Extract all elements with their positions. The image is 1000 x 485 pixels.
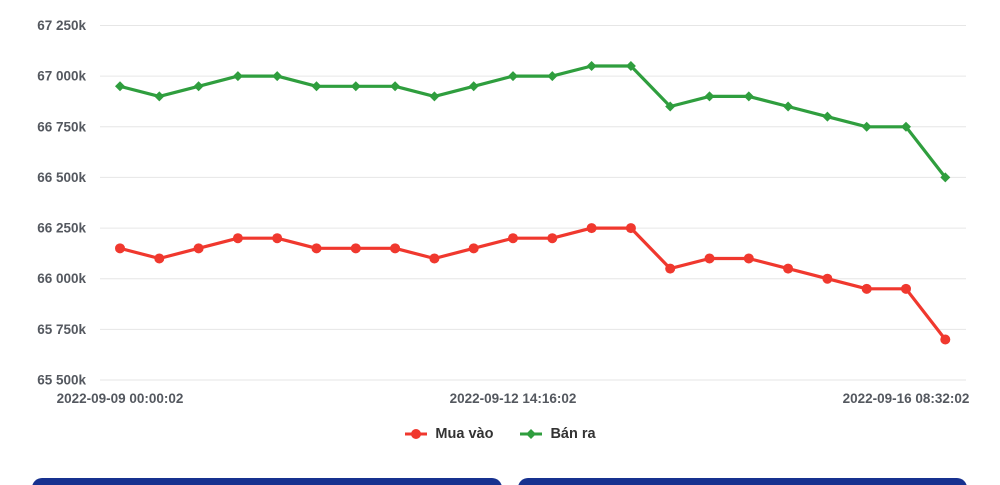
price-line-chart: 67 250k 67 000k 66 750k 66 500k 66 250k 66 00…: [37, 18, 970, 406]
data-point-diamond[interactable]: [901, 121, 911, 132]
x-tick-label: 2022-09-16 08:32:02: [843, 391, 970, 406]
data-point-circle[interactable]: [625, 223, 636, 234]
y-tick-label: 66 750k: [37, 119, 86, 134]
data-point-circle[interactable]: [665, 263, 676, 274]
data-point-circle[interactable]: [586, 223, 597, 234]
data-point-circle[interactable]: [115, 243, 125, 254]
data-point-diamond[interactable]: [272, 71, 283, 82]
data-point-diamond[interactable]: [743, 91, 754, 102]
data-point-circle[interactable]: [272, 233, 283, 244]
legend-item-ban-ra[interactable]: Bán ra: [519, 426, 596, 442]
data-point-diamond[interactable]: [704, 91, 715, 102]
data-point-diamond[interactable]: [547, 71, 558, 82]
data-point-diamond[interactable]: [115, 81, 125, 92]
data-point-circle[interactable]: [468, 243, 479, 254]
data-point-circle[interactable]: [311, 243, 322, 254]
data-point-circle[interactable]: [429, 253, 440, 264]
data-point-circle[interactable]: [861, 283, 872, 294]
data-point-diamond[interactable]: [822, 111, 833, 122]
legend-label-buy: Mua vào: [435, 426, 494, 442]
data-point-diamond[interactable]: [665, 101, 676, 112]
buy-series-marker-icon: [405, 429, 428, 439]
data-point-circle[interactable]: [704, 253, 715, 264]
data-point-circle[interactable]: [154, 253, 165, 264]
data-point-diamond[interactable]: [508, 71, 518, 82]
data-point-diamond[interactable]: [625, 61, 636, 72]
y-tick-label: 67 000k: [37, 69, 86, 84]
data-point-circle[interactable]: [193, 243, 204, 254]
data-point-diamond[interactable]: [783, 101, 794, 112]
data-point-diamond[interactable]: [586, 61, 597, 72]
chart-legend: Mua vào Bán ra: [0, 426, 1000, 442]
data-point-diamond[interactable]: [468, 81, 479, 92]
y-tick-label: 67 250k: [37, 18, 86, 33]
data-point-circle[interactable]: [822, 273, 833, 284]
data-point-diamond[interactable]: [861, 121, 872, 132]
legend-label-sell: Bán ra: [550, 426, 596, 442]
series-line-mua-vào: [118, 226, 947, 342]
data-point-diamond[interactable]: [940, 172, 951, 183]
series-line-bán-ra: [118, 64, 947, 179]
data-point-circle[interactable]: [901, 283, 911, 294]
data-point-circle[interactable]: [940, 334, 951, 345]
x-tick-label: 2022-09-12 14:16:02: [450, 391, 577, 406]
data-point-circle[interactable]: [783, 263, 794, 274]
y-tick-label: 65 750k: [37, 322, 86, 337]
bottom-card-right[interactable]: [518, 478, 967, 485]
data-point-diamond[interactable]: [390, 81, 401, 92]
data-point-diamond[interactable]: [154, 91, 165, 102]
data-point-diamond[interactable]: [350, 81, 361, 92]
x-tick-label: 2022-09-09 00:00:02: [57, 391, 184, 406]
data-point-circle[interactable]: [232, 233, 243, 244]
data-point-diamond[interactable]: [429, 91, 440, 102]
data-point-circle[interactable]: [350, 243, 361, 254]
data-point-circle[interactable]: [547, 233, 558, 244]
data-point-diamond[interactable]: [232, 71, 243, 82]
data-point-diamond[interactable]: [193, 81, 204, 92]
legend-item-mua-vao[interactable]: Mua vào: [404, 426, 493, 442]
data-point-circle[interactable]: [508, 233, 518, 244]
y-tick-label: 66 250k: [37, 221, 86, 236]
y-tick-label: 65 500k: [37, 373, 86, 388]
data-point-circle[interactable]: [390, 243, 401, 254]
data-point-diamond[interactable]: [311, 81, 322, 92]
y-tick-label: 66 000k: [37, 271, 86, 286]
y-tick-label: 66 500k: [37, 170, 86, 185]
sell-series-marker-icon: [520, 429, 543, 439]
bottom-card-left[interactable]: [32, 478, 502, 485]
data-point-circle[interactable]: [743, 253, 754, 264]
